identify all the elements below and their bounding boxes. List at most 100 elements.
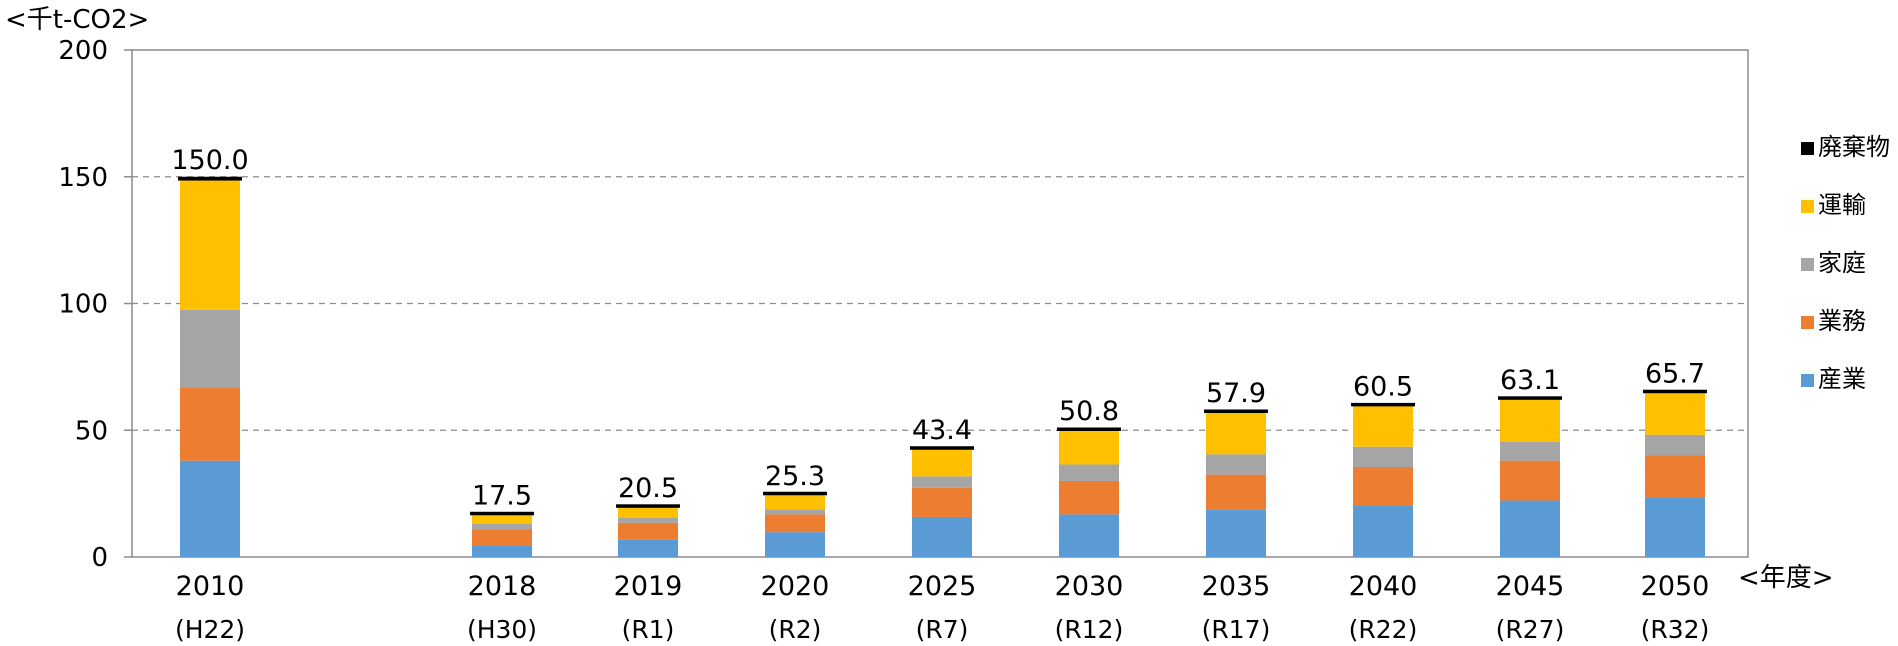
bar-segment-廃棄物-2010 (178, 176, 242, 181)
x-tick-label: 2035 (1202, 571, 1271, 602)
legend-label: 産業 (1818, 365, 1866, 393)
bar-segment-業務-2035 (1206, 474, 1266, 510)
legend-swatch (1801, 258, 1814, 271)
total-label: 60.5 (1353, 372, 1413, 403)
bar-segment-産業-2018 (472, 545, 532, 557)
total-label: 63.1 (1500, 365, 1560, 396)
total-label: 20.5 (618, 473, 678, 504)
bar-segment-家庭-2020 (765, 509, 825, 515)
bar-segment-産業-2035 (1206, 509, 1266, 557)
x-tick-label: 2040 (1349, 571, 1418, 602)
y-tick-label: 150 (58, 163, 108, 193)
bar-segment-廃棄物-2045 (1498, 396, 1562, 400)
x-sub-label: (R7) (916, 615, 969, 644)
plot-area: 0 50 100 150 200 150.0 2010 (H22) 17.5 2018 (H30) 2… (58, 36, 1749, 644)
bar-segment-産業-2030 (1059, 514, 1119, 557)
bar-segment-産業-2025 (912, 516, 972, 557)
legend-label: 家庭 (1818, 249, 1866, 277)
bar-segment-廃棄物-2050 (1643, 389, 1707, 394)
total-label: 65.7 (1645, 358, 1705, 389)
bar-segment-家庭-2010 (180, 309, 240, 388)
bar-segment-産業-2020 (765, 532, 825, 557)
total-label: 17.5 (472, 481, 532, 512)
legend-swatch (1801, 374, 1814, 387)
x-sub-label: (R12) (1055, 615, 1124, 644)
bar-segment-運輸-2010 (180, 180, 240, 310)
bar-segment-廃棄物-2025 (910, 446, 974, 450)
bar-segment-家庭-2025 (912, 476, 972, 488)
x-tick-label: 2030 (1055, 571, 1124, 602)
x-unit-label: <年度> (1738, 563, 1834, 593)
bar-segment-業務-2020 (765, 514, 825, 533)
bar-segment-運輸-2018 (472, 514, 532, 525)
legend-swatch (1801, 200, 1814, 213)
x-sub-label: (R27) (1496, 615, 1565, 644)
legend-label: 廃棄物 (1818, 133, 1890, 161)
bar-segment-運輸-2019 (618, 507, 678, 518)
bar-segment-運輸-2050 (1645, 392, 1705, 435)
bar-segment-家庭-2030 (1059, 464, 1119, 481)
x-tick-label: 2019 (614, 571, 683, 602)
y-unit-label: <千t-CO2> (5, 5, 149, 35)
x-tick-label: 2010 (176, 571, 245, 602)
bar-segment-運輸-2045 (1500, 399, 1560, 442)
x-tick-label: 2045 (1496, 571, 1565, 602)
bar-segment-業務-2045 (1500, 460, 1560, 501)
x-sub-label: (H22) (175, 615, 245, 644)
total-label: 25.3 (765, 461, 825, 492)
bar-segment-業務-2018 (472, 529, 532, 546)
bar-segment-業務-2030 (1059, 480, 1119, 515)
bar-segment-運輸-2040 (1353, 405, 1413, 447)
total-label: 150.0 (171, 145, 248, 176)
legend-swatch (1801, 142, 1814, 155)
bar-segment-家庭-2050 (1645, 434, 1705, 456)
bar-segment-業務-2019 (618, 522, 678, 540)
bar-segment-業務-2040 (1353, 467, 1413, 506)
bar-segment-運輸-2020 (765, 494, 825, 510)
y-tick-label: 50 (75, 416, 108, 446)
legend-label: 業務 (1818, 307, 1866, 335)
legend-label: 運輸 (1818, 191, 1866, 219)
bar-segment-運輸-2025 (912, 449, 972, 477)
x-tick-label: 2020 (761, 571, 830, 602)
total-label: 50.8 (1059, 396, 1119, 427)
bar-segment-産業-2010 (180, 460, 240, 557)
bar-segment-廃棄物-2040 (1351, 402, 1415, 407)
y-tick-label: 200 (58, 36, 108, 66)
bar-segment-家庭-2045 (1500, 441, 1560, 461)
bar-segment-家庭-2018 (472, 524, 532, 530)
bar-segment-産業-2040 (1353, 505, 1413, 557)
bar-segment-運輸-2030 (1059, 430, 1119, 465)
bar-segment-廃棄物-2019 (616, 504, 680, 508)
bar-segment-業務-2010 (180, 387, 240, 461)
bar-segment-業務-2050 (1645, 455, 1705, 498)
total-label: 43.4 (912, 415, 972, 446)
bar-segment-家庭-2040 (1353, 446, 1413, 468)
x-sub-label: (R22) (1349, 615, 1418, 644)
bar-segment-廃棄物-2020 (763, 491, 827, 496)
y-tick-label: 100 (58, 290, 108, 320)
bar-segment-業務-2025 (912, 487, 972, 517)
bar-segment-廃棄物-2035 (1204, 409, 1268, 413)
bar-segment-廃棄物-2018 (470, 511, 534, 516)
bar-segment-産業-2019 (618, 539, 678, 557)
bar-segment-家庭-2035 (1206, 454, 1266, 475)
x-tick-label: 2025 (908, 571, 977, 602)
x-sub-label: (R32) (1641, 615, 1710, 644)
y-tick-label: 0 (91, 543, 108, 573)
x-sub-label: (R2) (769, 615, 822, 644)
bar-segment-運輸-2035 (1206, 412, 1266, 455)
bar-segment-産業-2045 (1500, 500, 1560, 557)
x-tick-label: 2050 (1641, 571, 1710, 602)
x-tick-label: 2018 (468, 571, 537, 602)
total-label: 57.9 (1206, 378, 1266, 409)
x-sub-label: (H30) (467, 615, 537, 644)
bar-segment-産業-2050 (1645, 497, 1705, 557)
legend-swatch (1801, 316, 1814, 329)
bar-segment-家庭-2019 (618, 517, 678, 523)
bar-segment-廃棄物-2030 (1057, 427, 1121, 431)
x-sub-label: (R17) (1202, 615, 1271, 644)
x-sub-label: (R1) (622, 615, 675, 644)
